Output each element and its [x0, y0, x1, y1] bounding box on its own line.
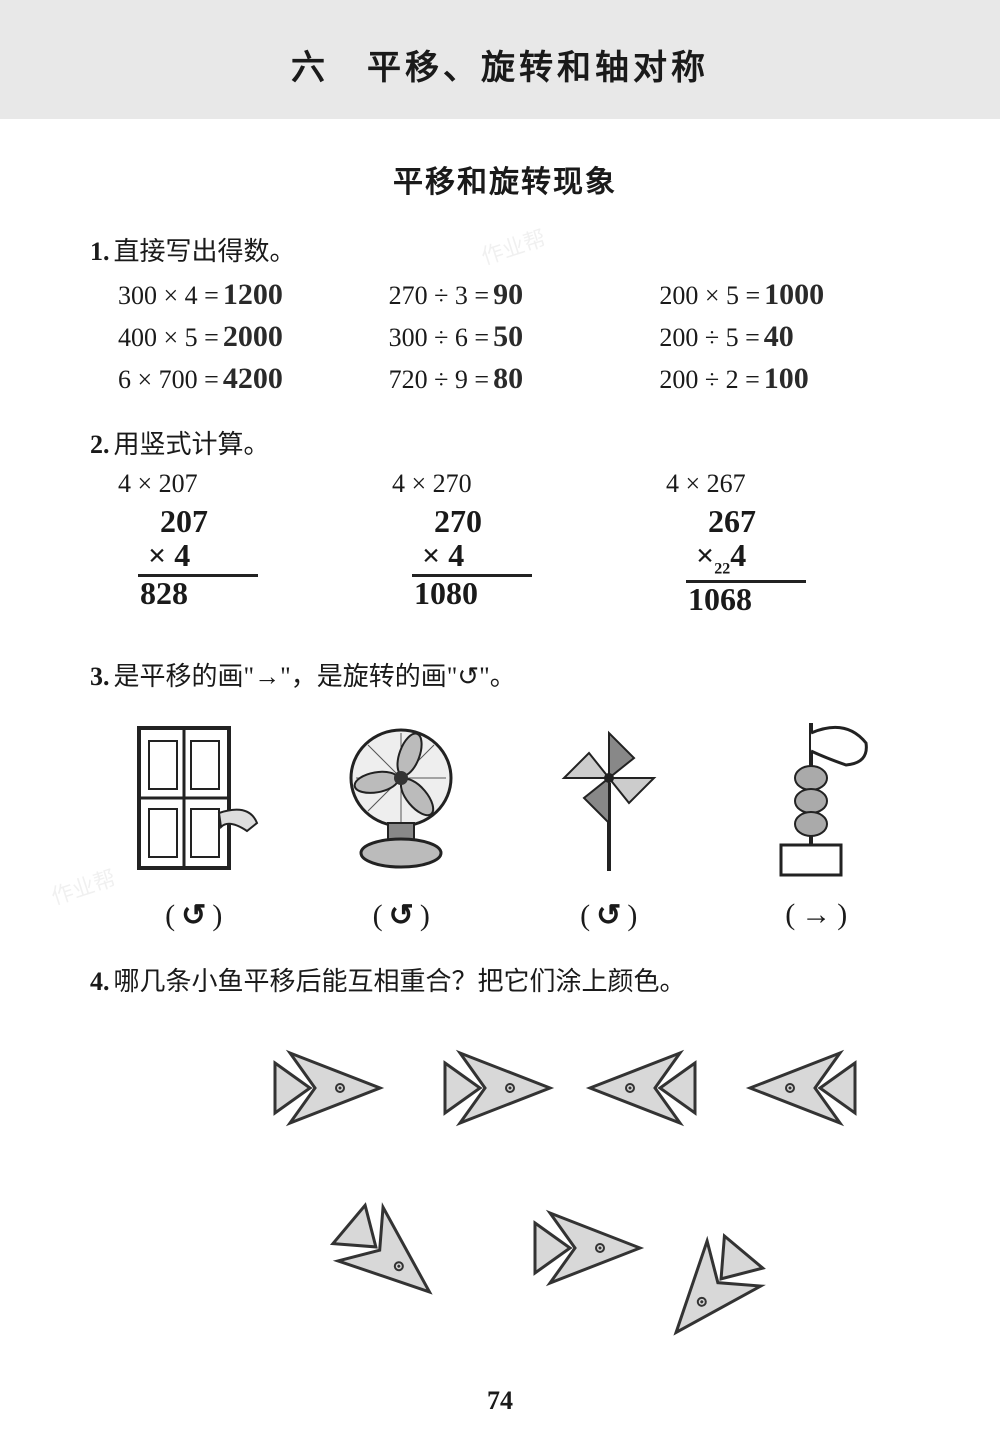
answer-cell: (↺) — [298, 898, 506, 933]
vertical-problem: 4 × 267 — [666, 469, 920, 499]
calc-answer: 50 — [493, 320, 523, 353]
fish-shape — [725, 1018, 865, 1163]
problem-4: 4. 哪几条小鱼平移后能互相重合？把它们涂上颜色。 — [90, 961, 920, 1378]
fish-area — [145, 1018, 865, 1378]
bracket-open: ( — [165, 899, 175, 932]
bracket-close: ) — [420, 899, 430, 932]
vertical-problem: 4 × 270 — [392, 469, 646, 499]
calc-item: 200 ÷ 5 =40 — [659, 320, 920, 354]
calc-item: 200 × 5 =1000 — [659, 278, 920, 312]
chapter-title: 六 平移、旋转和轴对称 — [0, 40, 1000, 89]
problem-3-text: 是平移的画"→"，是旋转的画"↺"。 — [114, 662, 516, 691]
bracket-open: ( — [373, 899, 383, 932]
answers-row: (↺)(↺)(↺)(→) — [90, 898, 920, 933]
calc-expr: 200 ÷ 5 = — [659, 323, 759, 352]
fish-shape — [265, 1018, 405, 1163]
problem-3: 3. 是平移的画"→"，是旋转的画"↺"。 — [90, 656, 920, 933]
problem-1: 1. 直接写出得数。 300 × 4 =1200 270 ÷ 3 =90 200 ×… — [90, 231, 920, 396]
calc-expr: 200 × 5 = — [659, 281, 760, 310]
problem-2-text: 用竖式计算。 — [114, 430, 270, 459]
vertical-grid: 4 × 207 207× 4828 4 × 270 270× 41080 4 × 267… — [118, 469, 920, 616]
answer-symbol: ↺ — [383, 898, 420, 933]
vertical-work: 207× 4828 — [118, 505, 258, 611]
problem-2: 2. 用竖式计算。 4 × 207 207× 4828 4 × 270 270× 41… — [90, 424, 920, 616]
problem-2-label: 2. — [90, 430, 110, 459]
fish-shape — [635, 1228, 775, 1373]
images-row — [90, 723, 920, 888]
problem-4-label: 4. — [90, 967, 110, 996]
calc-answer: 40 — [764, 320, 794, 353]
problem-1-label: 1. — [90, 237, 110, 266]
calc-item: 6 × 700 =4200 — [118, 362, 379, 396]
calc-answer: 90 — [493, 278, 523, 311]
vertical-work: 270× 41080 — [392, 505, 532, 611]
calc-answer: 1000 — [764, 278, 824, 311]
image-fan — [298, 723, 506, 888]
problem-3-label: 3. — [90, 662, 110, 691]
answer-symbol: ↺ — [590, 898, 627, 933]
answer-cell: (→) — [713, 898, 921, 933]
calc-item: 300 × 4 =1200 — [118, 278, 379, 312]
answer-cell: (↺) — [505, 898, 713, 933]
calc-item: 300 ÷ 6 =50 — [389, 320, 650, 354]
problem-1-text: 直接写出得数。 — [114, 237, 296, 266]
calc-answer: 2000 — [223, 320, 283, 353]
calc-item: 400 × 5 =2000 — [118, 320, 379, 354]
calc-item: 720 ÷ 9 =80 — [389, 362, 650, 396]
bracket-close: ) — [837, 898, 847, 931]
calc-item: 200 ÷ 2 =100 — [659, 362, 920, 396]
vertical-work: 267×2241068 — [666, 505, 806, 616]
vertical-problem: 4 × 207 — [118, 469, 372, 499]
image-abacus — [713, 723, 921, 888]
calc-expr: 270 ÷ 3 = — [389, 281, 489, 310]
vertical-column: 4 × 270 270× 41080 — [392, 469, 646, 616]
vertical-column: 4 × 207 207× 4828 — [118, 469, 372, 616]
calc-expr: 300 ÷ 6 = — [389, 323, 489, 352]
image-door — [90, 723, 298, 888]
answer-cell: (↺) — [90, 898, 298, 933]
bracket-close: ) — [212, 899, 222, 932]
vertical-column: 4 × 267 267×2241068 — [666, 469, 920, 616]
bracket-close: ) — [627, 899, 637, 932]
fish-shape — [325, 1193, 465, 1338]
page-number: 74 — [0, 1386, 1000, 1416]
chapter-header: 六 平移、旋转和轴对称 — [0, 0, 1000, 119]
calc-grid: 300 × 4 =1200 270 ÷ 3 =90 200 × 5 =1000 400… — [118, 278, 920, 396]
problem-4-text: 哪几条小鱼平移后能互相重合？把它们涂上颜色。 — [114, 967, 686, 996]
fish-shape — [565, 1018, 705, 1163]
calc-item: 270 ÷ 3 =90 — [389, 278, 650, 312]
calc-answer: 100 — [764, 362, 809, 395]
calc-expr: 720 ÷ 9 = — [389, 365, 489, 394]
calc-answer: 4200 — [223, 362, 283, 395]
answer-symbol: ↺ — [175, 898, 212, 933]
calc-expr: 6 × 700 = — [118, 365, 219, 394]
bracket-open: ( — [580, 899, 590, 932]
answer-symbol: → — [795, 898, 837, 932]
section-title: 平移和旋转现象 — [90, 157, 920, 201]
bracket-open: ( — [785, 898, 795, 931]
calc-expr: 200 ÷ 2 = — [659, 365, 759, 394]
calc-answer: 80 — [493, 362, 523, 395]
calc-expr: 400 × 5 = — [118, 323, 219, 352]
calc-answer: 1200 — [223, 278, 283, 311]
fish-shape — [435, 1018, 575, 1163]
image-pinwheel — [505, 723, 713, 888]
calc-expr: 300 × 4 = — [118, 281, 219, 310]
